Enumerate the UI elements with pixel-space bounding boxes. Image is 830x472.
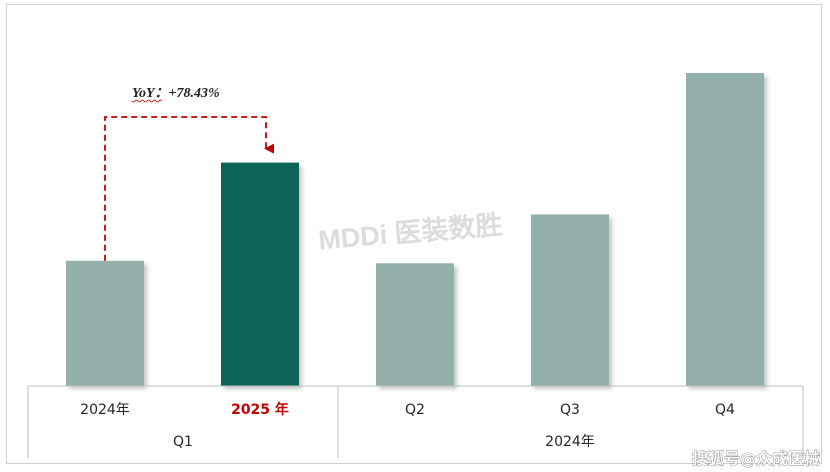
category-labels-layer: 2024年 2025 年 Q2 Q3 Q4 xyxy=(80,401,735,418)
bar-2 xyxy=(376,263,454,386)
source-credit: 搜狐号@众成医械 xyxy=(692,449,820,468)
category-axis-table xyxy=(27,385,804,458)
group-labels-layer: Q1 2024年 xyxy=(173,434,595,450)
bar-0 xyxy=(66,260,144,386)
yoy-annotation: YoY：+78.43% xyxy=(104,86,274,261)
watermark-logo: MDDi 医装数胜 xyxy=(317,210,503,256)
category-label-3: Q3 xyxy=(560,402,580,418)
yoy-dashed-arrow xyxy=(104,116,274,261)
yoy-spellcheck-underline xyxy=(131,99,163,103)
bar-1 xyxy=(221,162,299,386)
bar-4 xyxy=(686,73,764,386)
group-label-1: 2024年 xyxy=(545,434,595,450)
category-label-1: 2025 年 xyxy=(231,401,289,418)
category-label-2: Q2 xyxy=(405,402,425,418)
category-label-0: 2024年 xyxy=(80,402,130,418)
category-label-4: Q4 xyxy=(715,402,735,418)
group-label-0: Q1 xyxy=(173,434,193,450)
yoy-label: YoY：+78.43% xyxy=(132,86,220,101)
bar-3 xyxy=(531,214,609,386)
bars-layer xyxy=(66,73,764,386)
